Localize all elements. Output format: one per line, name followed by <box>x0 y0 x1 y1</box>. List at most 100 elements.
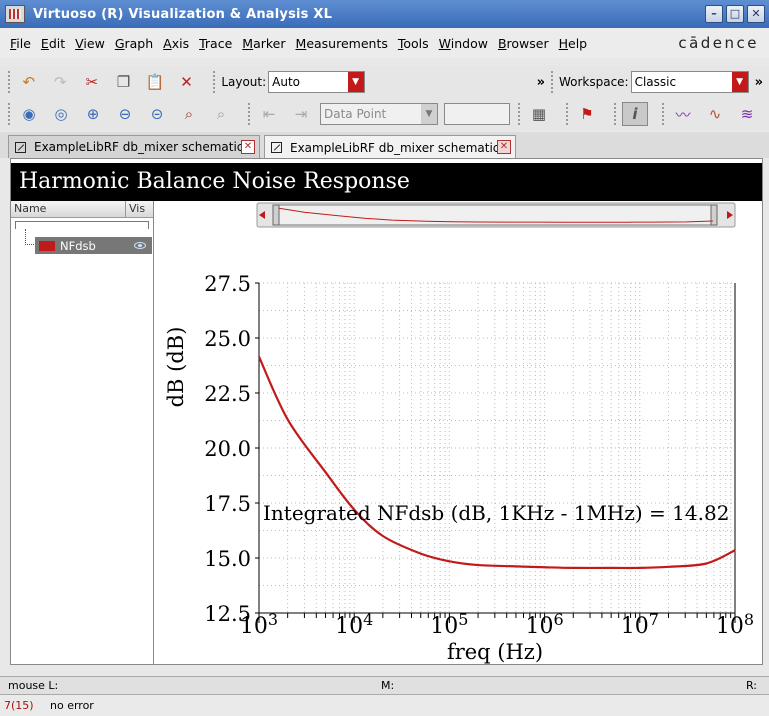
toolbar-grip[interactable] <box>248 103 252 125</box>
menu-trace[interactable]: Trace <box>199 35 233 51</box>
zoom-out-icon[interactable]: ⊖ <box>118 105 132 123</box>
window-titlebar[interactable]: Virtuoso (R) Visualization & Analysis XL… <box>0 0 769 28</box>
overview-scrollbar[interactable] <box>256 202 736 228</box>
minimize-button[interactable]: – <box>705 5 723 23</box>
overflow-chevron-icon[interactable]: » <box>536 74 545 90</box>
graph-title: Harmonic Balance Noise Response <box>11 163 762 201</box>
x-tick-label: 108 <box>716 610 754 639</box>
marker-type-value: Data Point <box>324 107 387 121</box>
close-icon[interactable]: ✕ <box>497 140 511 154</box>
tab-bar: ExampleLibRF db_mixer schematic ✕ Exampl… <box>0 132 769 159</box>
menu-graph[interactable]: Graph <box>114 35 154 51</box>
toolbar-grip[interactable] <box>614 103 618 125</box>
tab-schematic-2[interactable]: ExampleLibRF db_mixer schematic ✕ <box>264 135 516 159</box>
status-message: no error <box>50 699 94 712</box>
cadence-logo: cādence <box>678 34 759 52</box>
menu-marker[interactable]: Marker <box>242 35 286 51</box>
plot-grid <box>258 282 735 614</box>
overview-right-handle[interactable] <box>710 204 718 226</box>
menu-axis[interactable]: Axis <box>163 35 190 51</box>
mouse-middle-status: M: <box>381 679 395 692</box>
chevron-down-icon[interactable]: ▼ <box>347 72 364 92</box>
menu-tools[interactable]: Tools <box>397 35 429 51</box>
waveform-icon[interactable]: 〰 <box>675 105 691 124</box>
scroll-left-arrow-icon[interactable] <box>259 211 265 219</box>
graph-toolbar: ◉ ◎ ⊕ ⊖ ⊝ ⌕ ⌕ ⇤ ⇥ Data Point ▼ ▦ ⚑ i 〰 ∿… <box>0 98 769 130</box>
document-icon <box>15 141 26 153</box>
toolbar-grip[interactable] <box>662 103 666 125</box>
zoom-in-icon[interactable]: ⊕ <box>86 105 100 123</box>
trace-name: NFdsb <box>60 238 96 253</box>
tab-schematic-1[interactable]: ExampleLibRF db_mixer schematic ✕ <box>8 135 260 158</box>
overflow-chevron-icon[interactable]: » <box>754 74 764 90</box>
legend-item-nfdsb[interactable]: NFdsb <box>35 237 152 254</box>
maximize-button[interactable]: □ <box>726 5 744 23</box>
info-icon[interactable]: i <box>622 102 648 126</box>
copy-icon[interactable]: ❐ <box>116 73 131 91</box>
close-window-button[interactable]: ✕ <box>747 5 765 23</box>
waveform-cycle-icon[interactable]: ∿ <box>708 105 722 123</box>
previous-marker-icon[interactable]: ⇤ <box>262 105 276 123</box>
zoom-xy-icon[interactable]: ⌕ <box>184 105 194 123</box>
chevron-down-icon[interactable]: ▼ <box>421 104 437 124</box>
menu-help[interactable]: Help <box>558 35 588 51</box>
marker-type-select[interactable]: Data Point ▼ <box>320 103 438 125</box>
x-tick-label: 104 <box>335 610 373 639</box>
delete-icon[interactable]: ✕ <box>180 73 193 91</box>
menu-bar: File Edit View Graph Axis Trace Marker M… <box>0 28 769 58</box>
chevron-down-icon[interactable]: ▼ <box>731 72 748 92</box>
x-tick-label: 105 <box>430 610 468 639</box>
calculator-icon[interactable]: ▦ <box>531 105 547 123</box>
redo-icon[interactable]: ↷ <box>54 73 67 91</box>
toolbar-grip[interactable] <box>518 103 522 125</box>
workspace-label: Workspace: <box>558 75 629 89</box>
tab-label: ExampleLibRF db_mixer schematic <box>290 140 500 155</box>
menu-view[interactable]: View <box>75 35 105 51</box>
legend-scrollbar[interactable] <box>15 221 149 229</box>
graph-window: Harmonic Balance Noise Response Name Vis… <box>10 158 763 665</box>
menu-window[interactable]: Window <box>438 35 488 51</box>
toolbar-grip[interactable] <box>8 71 12 93</box>
next-marker-icon[interactable]: ⇥ <box>294 105 308 123</box>
scroll-right-arrow-icon[interactable] <box>727 211 733 219</box>
cut-icon[interactable]: ✂ <box>85 73 99 91</box>
x-axis-label: freq (Hz) <box>447 640 543 664</box>
toolbar-grip[interactable] <box>8 103 12 125</box>
trace-nfdsb[interactable] <box>257 356 736 570</box>
toolbar-grip[interactable] <box>566 103 570 125</box>
menu-measurements[interactable]: Measurements <box>295 35 388 51</box>
y-tick-label: 12.5 <box>204 602 251 626</box>
close-icon[interactable]: ✕ <box>241 140 255 154</box>
menu-browser[interactable]: Browser <box>497 35 549 51</box>
menu-edit[interactable]: Edit <box>40 35 66 51</box>
zoom-area-icon[interactable]: ⌕ <box>216 105 226 123</box>
zoom-reset-icon[interactable]: ◎ <box>54 105 68 123</box>
trace-legend: Name Vis NFdsb <box>11 201 154 664</box>
legend-col-name[interactable]: Name <box>11 201 126 217</box>
marker-flag-icon[interactable]: ⚑ <box>580 105 594 123</box>
undo-icon[interactable]: ↶ <box>22 73 36 91</box>
toolbar-grip[interactable] <box>213 71 217 93</box>
paste-icon[interactable]: 📋 <box>145 73 165 91</box>
visibility-eye-icon[interactable] <box>134 242 146 249</box>
main-toolbar: ↶ ↷ ✂ ❐ 📋 ✕ Layout: Auto ▼ » Workspace: … <box>0 66 769 98</box>
document-icon <box>271 142 282 153</box>
toolbar-grip[interactable] <box>550 71 555 93</box>
overview-left-handle[interactable] <box>272 204 280 226</box>
overview-trace <box>278 207 714 223</box>
y-tick-label: 22.5 <box>204 382 251 406</box>
workspace-value: Classic <box>634 75 677 89</box>
layout-select[interactable]: Auto ▼ <box>268 71 365 93</box>
zoom-region-icon[interactable]: ⊝ <box>150 105 164 123</box>
x-tick-label: 106 <box>526 610 564 639</box>
workspace-select[interactable]: Classic ▼ <box>630 71 749 93</box>
plot-area[interactable]: 27.525.022.520.017.515.012.5 103 104 105 10… <box>155 201 763 664</box>
y-tick-label: 20.0 <box>204 437 251 461</box>
legend-header: Name Vis <box>11 201 153 218</box>
x-tick-label: 107 <box>621 610 659 639</box>
waveform-strip-icon[interactable]: ≋ <box>740 105 754 123</box>
zoom-fit-icon[interactable]: ◉ <box>22 105 36 123</box>
marker-value-field[interactable] <box>444 103 510 125</box>
menu-file[interactable]: File <box>10 35 31 51</box>
legend-col-vis[interactable]: Vis <box>129 202 146 215</box>
